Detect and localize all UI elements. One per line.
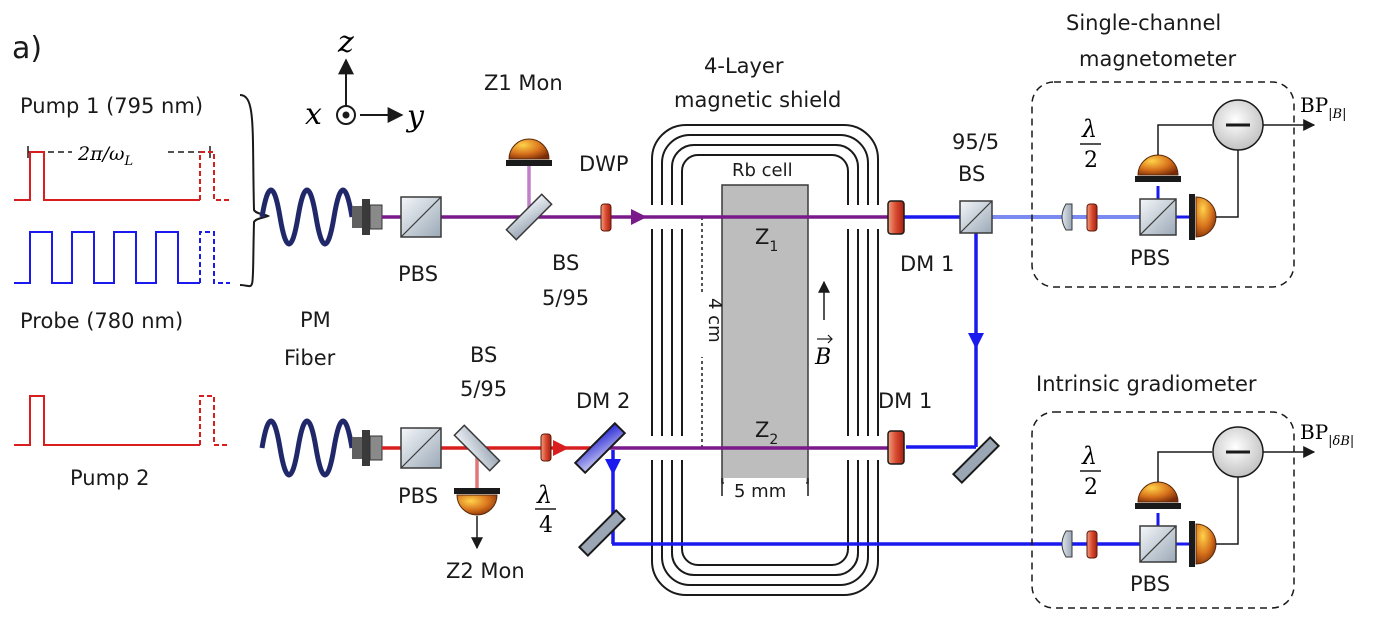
z2-monitor-detector <box>454 488 500 550</box>
z1-label: Z1 <box>755 225 778 255</box>
axis-triad: z x y <box>305 25 425 134</box>
axis-z-label: z <box>337 25 354 60</box>
fold-mirror-right <box>951 435 1001 485</box>
pump1-waveform <box>14 151 200 201</box>
gradio-hwp <box>1086 530 1098 559</box>
fiber-coil-top <box>259 187 355 247</box>
probe-waveform <box>14 231 200 284</box>
svg-text:λ: λ <box>1081 442 1097 470</box>
single-pbs-label: PBS <box>1130 246 1170 270</box>
svg-text:2: 2 <box>1084 148 1098 173</box>
period-label: 2π/ω <box>77 143 124 165</box>
field-label: B <box>814 345 831 370</box>
pump2-waveform <box>14 395 200 446</box>
gradio-lens <box>1061 530 1073 558</box>
dm2-label: DM 2 <box>576 389 630 413</box>
fiber-label-2: Fiber <box>284 346 336 370</box>
pbs-bottom-label: PBS <box>398 484 438 508</box>
magnetic-shield <box>651 124 879 596</box>
fiber-connector-top <box>352 199 383 235</box>
single-hwp-label: λ 2 <box>1080 115 1101 173</box>
bs955-label-2: BS <box>958 162 985 186</box>
fiber-coil-bottom <box>259 418 355 478</box>
single-hwp <box>1086 203 1098 232</box>
single-amplifier <box>1157 99 1316 218</box>
z2-monitor-label: Z2 Mon <box>446 559 525 583</box>
pbs-cube-top <box>400 196 442 238</box>
fiber-connector-bottom <box>352 430 383 466</box>
pump2-waveform-dashed <box>199 395 230 446</box>
shield-title-1: 4-Layer <box>704 54 784 78</box>
single-detector-top <box>1135 154 1181 182</box>
probe-waveform-dashed <box>199 231 230 284</box>
single-detector-right <box>1189 194 1217 240</box>
axis-y-label: y <box>405 99 425 134</box>
gradiometer-box <box>1031 411 1295 609</box>
dwp-label: DWP <box>579 152 629 176</box>
probe-label: Probe (780 nm) <box>20 309 183 333</box>
pump1-waveform-dashed <box>199 151 230 201</box>
qwp-label: λ 4 <box>535 481 556 538</box>
rb-cell-label: Rb cell <box>732 160 793 181</box>
z1-monitor-detector <box>506 138 552 166</box>
gradio-hwp-label: λ 2 <box>1080 442 1101 500</box>
svg-text:4: 4 <box>539 513 553 538</box>
width-dimension: 5 mm <box>721 478 809 502</box>
beamsplitter-bottom <box>453 424 501 472</box>
bs-top-label-1: BS <box>552 251 579 275</box>
gradio-pbs-label: PBS <box>1130 572 1170 596</box>
bs-bottom-label-1: BS <box>470 343 497 367</box>
gradio-output-label: BP|δB| <box>1300 420 1354 449</box>
beamsplitter-top <box>505 193 553 241</box>
height-dimension: 4 cm <box>694 216 725 449</box>
width-label: 5 mm <box>734 481 786 502</box>
curly-brace <box>239 94 271 288</box>
pump2-label: Pump 2 <box>70 466 149 490</box>
single-output-label: BP|B| <box>1300 93 1346 122</box>
fiber-label-1: PM <box>300 308 331 332</box>
dm1-bottom <box>887 430 905 465</box>
z2-label: Z2 <box>755 418 778 448</box>
height-label: 4 cm <box>704 298 725 343</box>
dm1-top <box>887 200 905 235</box>
single-title-1: Single-channel <box>1066 11 1221 35</box>
single-pbs-cube <box>1139 198 1177 236</box>
dm1-bottom-label: DM 1 <box>878 389 932 413</box>
panel-label: a) <box>12 31 42 66</box>
pbs-cube-bottom <box>400 427 442 469</box>
single-lens <box>1061 203 1073 231</box>
bs-bottom-label-2: 5/95 <box>460 377 507 401</box>
shield-title-2: magnetic shield <box>674 88 841 112</box>
field-arrow: B <box>814 280 833 370</box>
svg-text:2: 2 <box>1084 475 1098 500</box>
single-channel-box <box>1031 81 1295 288</box>
bs955-label-1: 95/5 <box>952 130 999 154</box>
axis-x-label: x <box>305 97 322 132</box>
bs955-cube <box>959 200 993 234</box>
dm2-mirror <box>573 421 627 475</box>
bs-top-label-2: 5/95 <box>542 286 589 310</box>
period-sub: L <box>123 154 133 169</box>
gradio-pbs-cube <box>1139 525 1177 563</box>
svg-text:λ: λ <box>1081 115 1097 143</box>
rb-cell <box>721 184 809 484</box>
pump1-label: Pump 1 (795 nm) <box>20 94 203 118</box>
period-marker: 2π/ωL <box>27 140 211 169</box>
gradio-detector-right <box>1189 521 1217 567</box>
pbs-top-label: PBS <box>398 262 438 286</box>
fold-mirror-bottom <box>577 508 627 558</box>
gradio-detector-top <box>1135 481 1181 509</box>
gradio-title: Intrinsic gradiometer <box>1036 372 1257 396</box>
dm1-top-label: DM 1 <box>900 252 954 276</box>
z1-monitor-label: Z1 Mon <box>484 71 563 95</box>
single-title-2: magnetometer <box>1079 47 1236 71</box>
svg-text:λ: λ <box>536 481 552 509</box>
gradio-amplifier <box>1157 426 1316 545</box>
svg-text:2π/ωL: 2π/ωL <box>77 143 133 169</box>
qwp-plate <box>540 433 552 462</box>
dwp-plate <box>600 203 612 232</box>
